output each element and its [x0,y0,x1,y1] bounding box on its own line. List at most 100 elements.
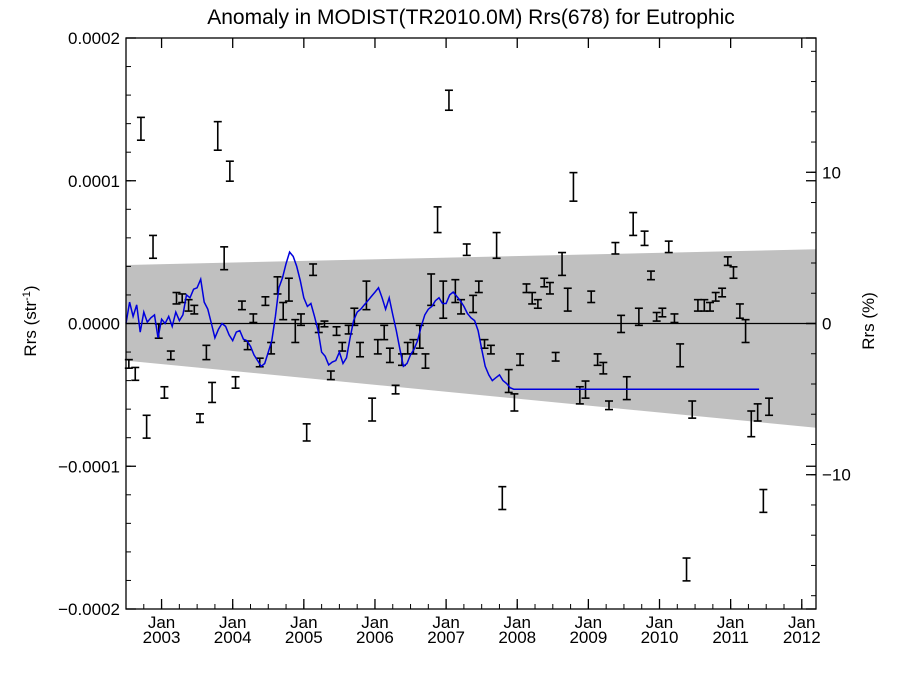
error-bar-point [640,230,649,247]
x-tick-label-month: Jan [219,613,246,632]
error-bar-point [136,116,145,142]
error-bar-point [380,324,389,341]
error-bar-point [462,243,471,257]
error-bar-point [747,410,756,438]
error-bar-point [368,397,377,422]
x-tick-label-year: 2011 [712,628,749,647]
plot-area [124,89,816,582]
error-bar-point [516,353,525,367]
x-tick-label-month: Jan [361,613,388,632]
error-bar-point [469,294,478,314]
error-bar-point [421,353,430,369]
error-bar-point [231,375,240,389]
error-bar-point [320,320,329,328]
y2-tick-label: 0 [822,315,831,334]
error-bar-point [474,280,483,294]
x-tick-label-year: 2005 [285,628,323,647]
error-bar-point [237,300,246,311]
error-bar-point [729,266,738,280]
error-bar-point [658,307,667,318]
error-bar-point [486,344,495,355]
y-axis-label: Rrs (str-1) [21,285,40,356]
x-tick-label-month: Jan [646,613,673,632]
y-tick-label: 0.0002 [68,29,120,48]
x-axis-ticks: Jan2003Jan2004Jan2005Jan2006Jan2007Jan20… [125,38,821,647]
x-tick-label-year: 2012 [783,628,821,647]
x-tick-label-year: 2003 [143,628,181,647]
error-bar-point [753,403,762,422]
x-tick-label-year: 2006 [356,628,394,647]
error-bar-point [718,287,727,298]
error-bar-point [545,281,554,295]
error-bar-point [706,301,715,312]
x-tick-label-month: Jan [432,613,459,632]
error-bar-point [444,89,453,112]
x-tick-label-year: 2008 [498,628,536,647]
y2-tick-label: −10 [822,466,851,485]
error-bar-point [587,290,596,304]
error-bar-point [498,485,507,511]
error-bar-point [284,277,293,302]
error-bar-point [670,313,679,324]
error-bar-point [149,234,158,260]
error-bar-point [296,313,305,327]
error-bar-point [291,318,300,344]
error-bar-point [225,160,234,182]
error-bar-point [646,270,655,281]
error-bar-points [124,89,774,582]
error-bar-point [622,375,631,401]
x-tick-label-month: Jan [717,613,744,632]
error-bar-point [326,370,335,381]
error-bar-point [629,211,638,237]
error-bar-point [540,277,549,288]
x-tick-label-month: Jan [788,613,815,632]
error-bar-point [617,314,626,334]
error-bar-point [166,350,175,361]
x-tick-label-year: 2004 [214,628,252,647]
error-bar-point [558,251,567,277]
error-bar-point [202,344,211,361]
error-bar-point [528,291,537,305]
error-bar-point [551,351,560,362]
error-bar-point [439,280,448,320]
y2-axis-label: Rrs (%) [859,292,878,350]
error-bar-point [682,557,691,582]
y-tick-label: 0.0000 [68,315,120,334]
error-bar-point [131,366,140,382]
error-bar-point [350,307,359,327]
error-bar-point [723,256,732,267]
error-bar-point [302,423,311,442]
error-bar-point [652,311,661,322]
smoothed-series-line [125,250,760,390]
error-bar-point [533,298,542,310]
error-bar-point [356,341,365,358]
error-bar-point [492,231,501,260]
error-bar-point [735,303,744,320]
error-bar-point [569,171,578,202]
error-bar-point [213,120,222,152]
error-bar-point [599,361,608,375]
error-bar-point [759,488,768,514]
error-bar-point [160,385,169,399]
error-bar-point [634,307,643,327]
y-tick-label: −0.0001 [58,457,120,476]
error-bar-point [249,313,258,324]
y2-axis-ticks: 10 0 −10 [806,50,851,597]
error-bar-point [688,400,697,419]
error-bar-point [593,353,602,367]
error-bar-point [451,278,460,304]
error-bar-point [362,280,371,311]
error-bar-point [765,397,774,417]
error-bar-point [605,400,613,411]
error-bar-point [279,301,288,321]
error-bar-point [195,413,204,424]
error-bar-point [332,325,341,337]
y-tick-label: −0.0002 [58,600,120,619]
error-bar-point [220,246,229,271]
x-tick-label-month: Jan [290,613,317,632]
x-tick-label-month: Jan [575,613,602,632]
error-bar-point [611,241,620,255]
y-tick-label: 0.0001 [68,172,120,191]
y-axis-ticks: 0.0002 0.0001 0.0000 −0.0001 −0.0002 [58,29,816,619]
